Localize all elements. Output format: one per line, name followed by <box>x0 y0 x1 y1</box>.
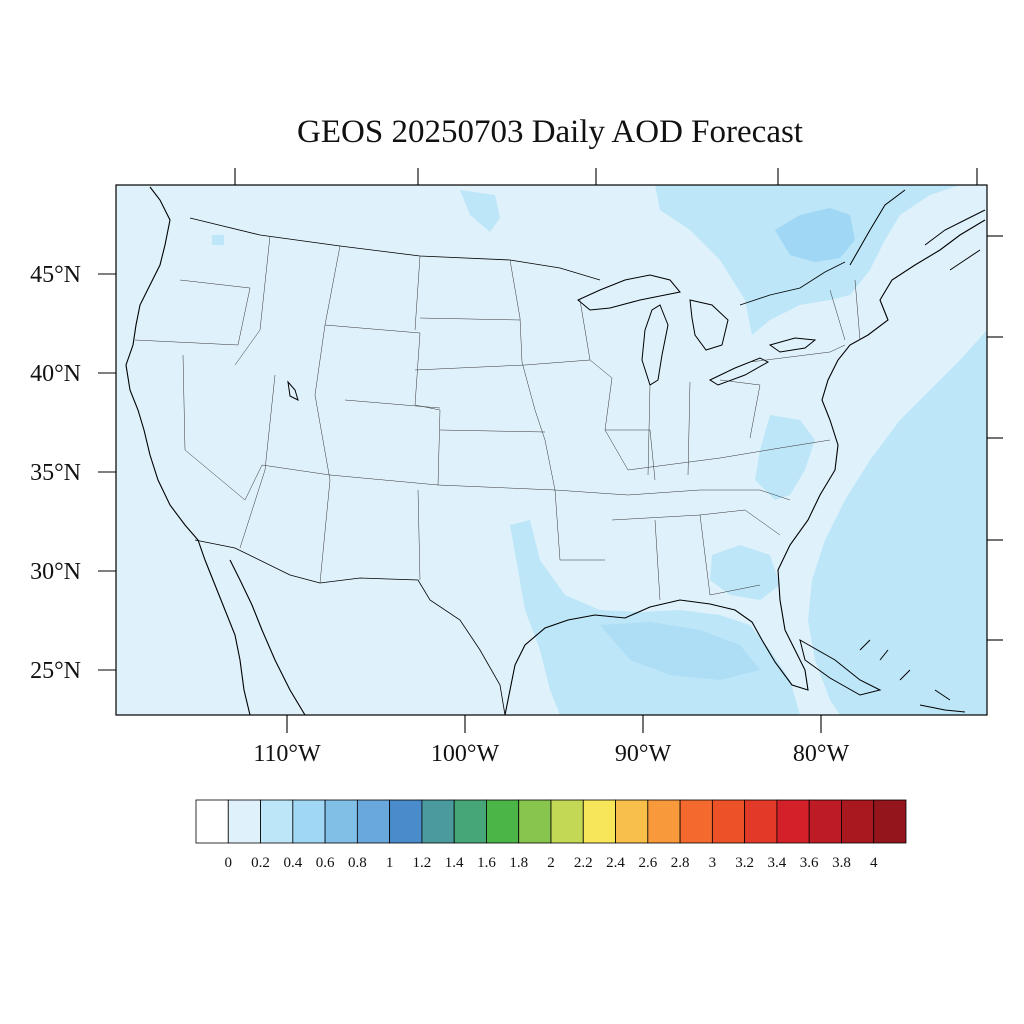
aod-contour-southeast <box>755 415 815 500</box>
colorbar-label: 2 <box>547 855 555 871</box>
aod-contour-lakes <box>460 190 500 232</box>
lon-label-80w: 80°W <box>793 741 850 767</box>
colorbar-swatch <box>550 799 584 844</box>
colorbar-swatch <box>195 799 229 844</box>
colorbar-label: 3.4 <box>768 855 787 871</box>
map-panel: 45°N 40°N 35°N 30°N 25°N 110°W 100°W 90°… <box>30 168 1003 767</box>
state-boundaries <box>134 235 861 601</box>
colorbar-swatch <box>582 799 616 844</box>
lat-label-25: 25°N <box>30 658 81 684</box>
colorbar-swatch <box>260 799 294 844</box>
coastline-gulf-of-mexico <box>504 599 809 715</box>
lon-label-100w: 100°W <box>431 741 500 767</box>
colorbar-label: 1 <box>386 855 394 871</box>
colorbar-label: 2.6 <box>638 855 657 871</box>
lat-label-35: 35°N <box>30 460 81 486</box>
coastline-baja-gulf <box>229 559 306 715</box>
colorbar-swatch <box>615 799 649 844</box>
lat-label-45: 45°N <box>30 262 81 288</box>
island-cuba <box>799 638 882 696</box>
island-great-salt-lake <box>287 380 299 401</box>
colorbar-swatch <box>776 799 810 844</box>
colorbar-label: 3.8 <box>832 855 851 871</box>
aod-contour-montana <box>212 235 224 245</box>
colorbar-label: 0.6 <box>316 855 335 871</box>
colorbar-swatch <box>421 799 455 844</box>
coastline-atlantic <box>777 219 986 631</box>
aod-contour-northeast-core <box>775 208 855 262</box>
colorbar-label: 3.6 <box>800 855 819 871</box>
colorbar: 0 0.2 0.4 0.6 0.8 1 1.2 1.4 1.6 1.8 2 2.2 2.4 2.6 2.8 3… <box>195 799 907 871</box>
colorbar-label: 1.8 <box>509 855 528 871</box>
lake-erie <box>708 357 770 386</box>
island-bahamas <box>859 639 951 701</box>
colorbar-label: 1.2 <box>413 855 432 871</box>
colorbar-swatch <box>324 799 358 844</box>
border-mexico <box>194 539 506 715</box>
colorbar-swatch <box>647 799 681 844</box>
lon-label-90w: 90°W <box>615 741 672 767</box>
colorbar-swatch <box>453 799 487 844</box>
aod-contour-gulf-inner <box>600 622 760 680</box>
lake-ontario <box>768 337 817 353</box>
frame-ticks <box>234 168 1003 641</box>
latitude-axis: 45°N 40°N 35°N 30°N 25°N <box>30 262 116 684</box>
map-title: GEOS 20250703 Daily AOD Forecast <box>297 114 803 150</box>
colorbar-label: 2.4 <box>606 855 625 871</box>
colorbar-swatch <box>518 799 552 844</box>
aod-contour-georgia <box>710 545 780 600</box>
colorbar-label: 2.2 <box>574 855 593 871</box>
colorbar-label: 2.8 <box>671 855 690 871</box>
colorbar-swatch <box>292 799 326 844</box>
colorbar-label: 0.4 <box>283 855 302 871</box>
colorbar-label: 0.2 <box>251 855 270 871</box>
lat-label-40: 40°N <box>30 361 81 387</box>
colorbar-swatch <box>841 799 875 844</box>
map-frame <box>115 184 988 716</box>
colorbar-swatch <box>873 799 907 844</box>
island-hispaniola <box>919 704 966 713</box>
longitude-axis: 110°W 100°W 90°W 80°W <box>253 715 849 767</box>
colorbar-label: 1.6 <box>477 855 496 871</box>
colorbar-swatch <box>744 799 778 844</box>
aod-contour-atlantic <box>808 330 987 715</box>
coastline-canada-east <box>849 189 986 271</box>
colorbar-label: 3.2 <box>735 855 754 871</box>
colorbar-swatch <box>389 799 423 844</box>
colorbar-label: 4 <box>870 855 878 871</box>
colorbar-swatch <box>808 799 842 844</box>
aod-contours <box>212 185 987 715</box>
colorbar-label: 0.8 <box>348 855 367 871</box>
colorbar-swatch <box>356 799 391 844</box>
lon-label-110w: 110°W <box>253 741 321 767</box>
colorbar-label: 3 <box>709 855 717 871</box>
colorbar-swatch <box>711 799 746 844</box>
aod-contour-northeast <box>655 185 960 335</box>
colorbar-label: 0 <box>225 855 233 871</box>
colorbar-label: 1.4 <box>445 855 464 871</box>
coastline-pacific <box>125 186 251 715</box>
colorbar-swatch <box>486 799 520 844</box>
lake-superior <box>577 274 681 311</box>
colorbar-swatch <box>679 799 713 844</box>
map-outlines <box>125 186 986 715</box>
colorbar-swatch <box>227 799 261 844</box>
lake-huron <box>689 299 729 351</box>
lat-label-30: 30°N <box>30 559 81 585</box>
